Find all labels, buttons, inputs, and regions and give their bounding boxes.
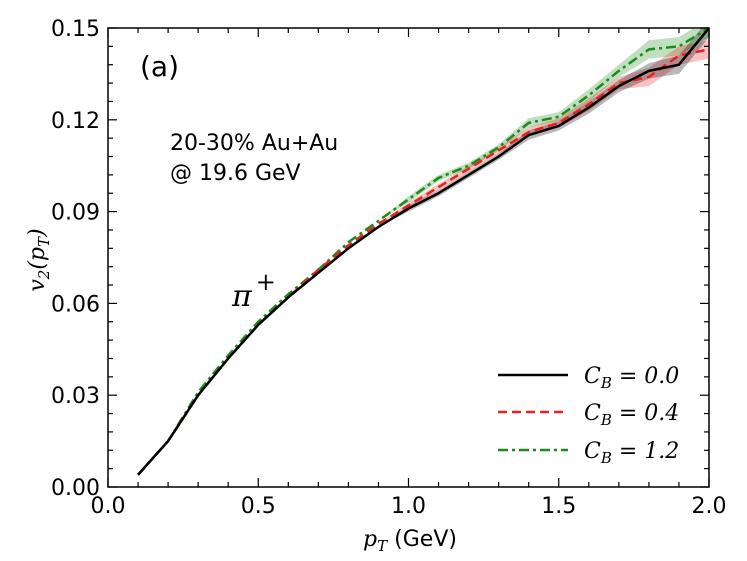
panel-label: (a)	[140, 50, 179, 83]
x-axis-sub: T	[377, 537, 388, 555]
x-tick-labels: 0.0 0.5 1.0 1.5 2.0	[91, 494, 727, 519]
band-series-0	[138, 28, 709, 475]
y-axis-open: (	[25, 261, 50, 270]
legend-label-cb-0-4: CB = 0.4	[584, 401, 679, 429]
y-axis-sub: 2	[35, 270, 53, 281]
uncertainty-bands	[138, 28, 709, 475]
legend: CB = 0.0 CB = 0.4 CB = 1.2	[498, 364, 679, 467]
y-axis-argsub: T	[35, 236, 53, 247]
axis-ticks	[107, 27, 710, 488]
legend-label-cb-1-2: CB = 1.2	[584, 439, 679, 467]
y-tick-label: 0.15	[51, 17, 100, 42]
x-axis-unit: (GeV)	[387, 527, 457, 552]
y-axis-var: v	[25, 279, 50, 292]
y-axis-label: v2(pT)	[25, 228, 53, 291]
series-lines	[137, 28, 709, 476]
y-tick-label: 0.06	[51, 292, 100, 317]
annotation-line-2: @ 19.6 GeV	[170, 161, 301, 186]
particle-symbol: π	[231, 279, 253, 314]
x-tick-label: 0.0	[91, 494, 126, 519]
band-series-1	[138, 40, 709, 475]
x-axis-var: p	[363, 527, 377, 552]
legend-label-cb-0-0: CB = 0.0	[584, 364, 679, 392]
x-tick-label: 1.0	[391, 494, 426, 519]
y-tick-label: 0.00	[51, 476, 100, 501]
y-axis-close: )	[25, 228, 50, 238]
particle-label: π +	[231, 268, 276, 314]
x-tick-label: 0.5	[241, 494, 276, 519]
y-tick-label: 0.09	[51, 201, 100, 226]
x-tick-label: 1.5	[541, 494, 576, 519]
line-series-0	[137, 28, 709, 476]
y-axis-arg: p	[25, 247, 50, 261]
y-tick-label: 0.12	[51, 109, 100, 134]
y-tick-label: 0.03	[51, 384, 100, 409]
annotation-line-1: 20-30% Au+Au	[170, 131, 338, 156]
particle-charge: +	[256, 268, 276, 296]
x-tick-label: 2.0	[692, 494, 727, 519]
y-tick-labels: 0.00 0.03 0.06 0.09 0.12 0.15	[51, 17, 100, 501]
line-series-2	[137, 28, 709, 476]
x-axis-label: pT (GeV)	[363, 527, 457, 555]
